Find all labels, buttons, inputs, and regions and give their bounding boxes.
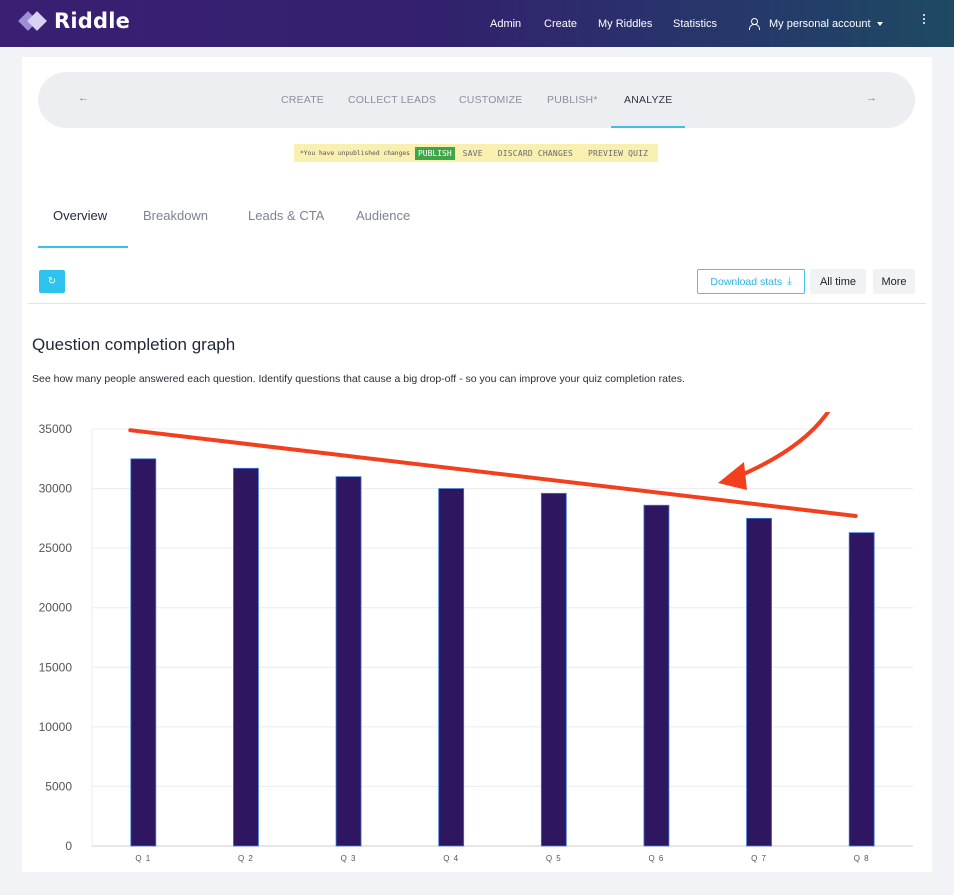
riddle-logo[interactable]: Riddle xyxy=(18,9,130,33)
kebab-menu-icon[interactable] xyxy=(923,14,927,24)
x-tick-label-q7: Q 7 xyxy=(751,854,767,863)
bar-q7 xyxy=(746,517,772,847)
tab-audience[interactable]: Audience xyxy=(356,208,411,223)
trend-line-annotation xyxy=(128,428,858,518)
question-completion-chart: 0 5000 10000 15000 20000 25000 30000 35000 Q 1 Q … xyxy=(39,412,913,863)
bar-q1 xyxy=(130,458,157,847)
top-navbar: Riddle Admin Create My Riddles Statistic… xyxy=(0,0,954,47)
x-tick-label-q8: Q 8 xyxy=(854,854,870,863)
nav-statistics[interactable]: Statistics xyxy=(673,17,718,30)
publish-button[interactable]: PUBLISH xyxy=(414,146,455,160)
user-icon xyxy=(749,18,760,30)
tab-leads-cta[interactable]: Leads & CTA xyxy=(248,208,325,223)
save-button[interactable]: SAVE xyxy=(462,148,483,158)
refresh-button[interactable]: ↻ xyxy=(39,270,65,293)
caret-down-icon xyxy=(876,21,883,26)
bar-q3 xyxy=(335,476,362,847)
step-collect-leads[interactable]: COLLECT LEADS xyxy=(348,94,437,106)
step-publish[interactable]: PUBLISH* xyxy=(547,94,598,106)
refresh-icon: ↻ xyxy=(47,276,57,287)
section-title: Question completion graph xyxy=(32,335,236,354)
y-tick-label-2: 10000 xyxy=(39,720,73,734)
main-card: ← CREATE COLLECT LEADS CUSTOMIZE PUBLISH… xyxy=(22,57,932,872)
bar-q2 xyxy=(233,467,259,847)
preview-quiz-button[interactable]: PREVIEW QUIZ xyxy=(588,148,649,158)
time-range-button[interactable]: All time xyxy=(810,269,866,294)
x-tick-label-q5: Q 5 xyxy=(546,854,562,863)
nav-create[interactable]: Create xyxy=(544,17,578,30)
y-tick-label-1: 5000 xyxy=(45,779,72,793)
account-menu[interactable]: My personal account xyxy=(749,0,883,47)
bar-q6 xyxy=(643,504,670,847)
x-tick-label-q4: Q 4 xyxy=(443,854,459,863)
x-tick-label-q3: Q 3 xyxy=(341,854,357,863)
active-tab-indicator xyxy=(38,246,128,248)
y-tick-label-5: 25000 xyxy=(39,541,73,555)
discard-changes-button[interactable]: DISCARD CHANGES xyxy=(497,148,573,158)
nav-my-riddles[interactable]: My Riddles xyxy=(598,17,653,30)
step-customize[interactable]: CUSTOMIZE xyxy=(459,94,523,106)
logo-icon xyxy=(18,10,50,32)
logo-text: Riddle xyxy=(54,9,131,33)
unpublished-notice: *You have unpublished changes PUBLISH SA… xyxy=(294,144,658,162)
tab-overview[interactable]: Overview xyxy=(53,208,108,223)
section-description: See how many people answered each questi… xyxy=(32,373,685,385)
bar-q8 xyxy=(848,532,875,847)
tab-breakdown[interactable]: Breakdown xyxy=(143,208,209,223)
y-tick-label-7: 35000 xyxy=(39,422,73,436)
download-icon: ⤓ xyxy=(787,276,792,287)
active-step-indicator xyxy=(611,126,685,128)
x-tick-label-q2: Q 2 xyxy=(238,854,254,863)
prev-step-arrow-icon[interactable]: ← xyxy=(78,92,89,104)
toolbar-divider xyxy=(28,303,926,304)
arrow-head-annotation xyxy=(718,462,747,490)
step-analyze[interactable]: ANALYZE xyxy=(624,94,673,106)
y-tick-label-4: 20000 xyxy=(39,601,73,615)
step-create[interactable]: CREATE xyxy=(281,94,325,106)
y-tick-label-6: 30000 xyxy=(39,482,73,496)
bar-q5 xyxy=(540,492,567,847)
more-button[interactable]: More xyxy=(873,269,915,294)
download-stats-button[interactable]: Download stats ⤓ xyxy=(697,269,805,294)
y-tick-label-3: 15000 xyxy=(39,660,73,674)
download-stats-label: Download stats xyxy=(710,275,783,288)
bar-q4 xyxy=(438,488,465,847)
workflow-stepper: ← CREATE COLLECT LEADS CUSTOMIZE PUBLISH… xyxy=(38,72,915,128)
x-tick-label-q1: Q 1 xyxy=(135,854,151,863)
y-tick-label-0: 0 xyxy=(65,839,72,853)
x-tick-label-q6: Q 6 xyxy=(648,854,664,863)
account-label: My personal account xyxy=(769,17,871,30)
nav-admin[interactable]: Admin xyxy=(490,17,522,30)
curved-arrow-annotation xyxy=(730,412,831,481)
unpublished-message: *You have unpublished changes xyxy=(300,149,410,157)
next-step-arrow-icon[interactable]: → xyxy=(866,92,877,104)
